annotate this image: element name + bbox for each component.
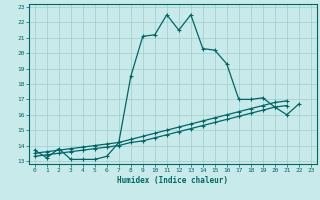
X-axis label: Humidex (Indice chaleur): Humidex (Indice chaleur) (117, 176, 228, 185)
